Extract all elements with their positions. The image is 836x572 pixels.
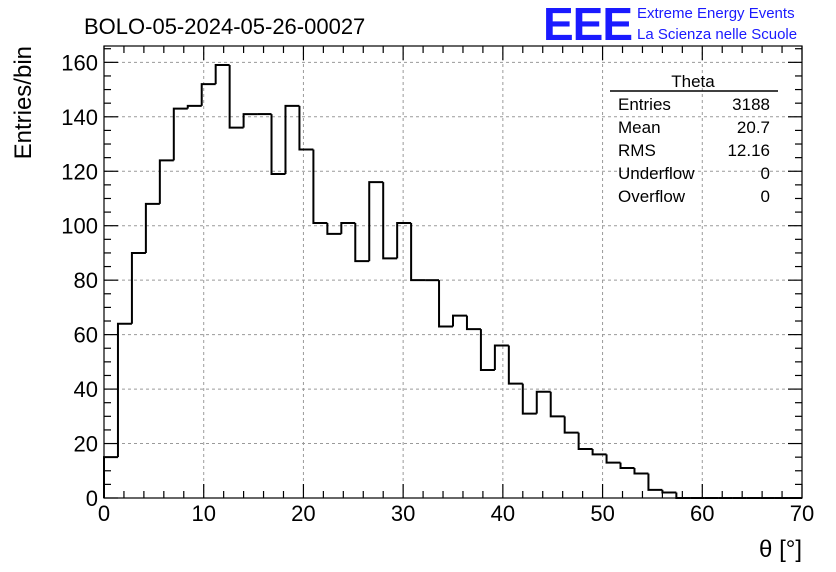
histogram-bin-13 xyxy=(284,104,300,174)
histogram-bin-27 xyxy=(479,329,495,372)
x-tick-label-20: 20 xyxy=(291,501,315,526)
y-tick-label-20: 20 xyxy=(74,432,98,457)
stats-title: Theta xyxy=(671,72,715,91)
stats-value-mean: 20.7 xyxy=(737,118,770,137)
histogram-bin-18 xyxy=(354,222,370,263)
stats-box: Theta Entries 3188 Mean 20.7 RMS 12.16 U… xyxy=(610,72,778,206)
x-tick-label-60: 60 xyxy=(690,501,714,526)
histogram-bin-26 xyxy=(465,315,481,331)
stats-label-rms: RMS xyxy=(618,141,656,160)
histogram-bin-28 xyxy=(493,344,509,371)
tick-labels: 0 10 20 30 40 50 60 70 0 20 40 60 80 100 120 140 160 xyxy=(61,50,814,526)
histogram-bin-30 xyxy=(521,383,537,415)
y-tick-label-80: 80 xyxy=(74,268,98,293)
stats-value-rms: 12.16 xyxy=(727,141,770,160)
x-tick-label-40: 40 xyxy=(491,501,515,526)
histogram-bin-38 xyxy=(633,468,649,475)
stats-label-entries: Entries xyxy=(618,95,671,114)
histogram-bin-17 xyxy=(340,221,356,234)
stats-value-entries: 3188 xyxy=(732,95,770,114)
histogram-bin-37 xyxy=(619,462,635,470)
histogram-bins xyxy=(103,64,802,499)
histogram-bin-15 xyxy=(312,149,328,224)
histogram-bin-25 xyxy=(452,314,467,327)
histogram-bin-3 xyxy=(144,202,160,253)
y-tick-label-40: 40 xyxy=(74,377,98,402)
histogram-bin-6 xyxy=(186,104,202,109)
eee-logo: EEE Extreme Energy Events La Scienza nel… xyxy=(543,0,797,50)
y-axis-label: Entries/bin xyxy=(10,46,37,159)
histogram-bin-33 xyxy=(563,416,579,434)
y-tick-label-0: 0 xyxy=(86,486,98,511)
eee-logo-line1: Extreme Energy Events xyxy=(637,5,795,22)
histogram-bin-29 xyxy=(507,345,523,385)
histogram-bin-41 xyxy=(675,492,691,499)
chart-title: BOLO-05-2024-05-26-00027 xyxy=(84,14,365,39)
histogram-bin-39 xyxy=(647,473,663,491)
histogram-bin-34 xyxy=(577,432,593,450)
histogram-bin-7 xyxy=(200,83,216,106)
histogram-bin-40 xyxy=(661,489,677,494)
eee-logo-letters: EEE xyxy=(543,0,632,50)
stats-label-overflow: Overflow xyxy=(618,187,686,206)
histogram-bin-10 xyxy=(242,113,258,128)
x-axis-label: θ [°] xyxy=(759,536,802,563)
stats-value-overflow: 0 xyxy=(761,187,770,206)
stats-value-underflow: 0 xyxy=(761,164,770,183)
plot-frame xyxy=(103,45,803,499)
y-tick-label-140: 140 xyxy=(61,105,98,130)
histogram-bin-24 xyxy=(438,280,453,328)
axis-ticks xyxy=(103,46,803,499)
histogram-bin-19 xyxy=(368,181,384,262)
eee-logo-line2: La Scienza nelle Scuole xyxy=(637,26,797,43)
histogram-bin-14 xyxy=(298,105,314,151)
histogram-bin-8 xyxy=(214,64,230,85)
histogram-bin-21 xyxy=(396,221,412,259)
stats-label-underflow: Underflow xyxy=(618,164,695,183)
histogram-bin-0 xyxy=(103,456,118,498)
x-tick-label-30: 30 xyxy=(391,501,415,526)
y-tick-label-60: 60 xyxy=(74,323,98,348)
grid xyxy=(104,46,802,498)
x-tick-label-0: 0 xyxy=(98,501,110,526)
histogram-bin-5 xyxy=(172,107,188,161)
x-tick-label-50: 50 xyxy=(590,501,614,526)
y-tick-label-160: 160 xyxy=(61,50,98,75)
histogram-bin-35 xyxy=(591,448,607,456)
histogram-bin-4 xyxy=(158,159,174,204)
histogram-bin-20 xyxy=(382,182,398,260)
histogram-bin-9 xyxy=(228,65,244,129)
histogram-bin-31 xyxy=(535,390,551,414)
histogram-bin-32 xyxy=(549,391,565,418)
histogram-bin-1 xyxy=(116,322,132,458)
histogram-bin-12 xyxy=(270,114,286,175)
x-tick-label-70: 70 xyxy=(790,501,814,526)
stats-label-mean: Mean xyxy=(618,118,661,137)
histogram-bin-22 xyxy=(410,222,426,282)
histogram-bin-36 xyxy=(605,454,621,464)
y-tick-label-120: 120 xyxy=(61,159,98,184)
y-tick-label-100: 100 xyxy=(61,214,98,239)
x-tick-label-10: 10 xyxy=(191,501,215,526)
histogram-bin-2 xyxy=(130,251,146,324)
histogram-bin-16 xyxy=(326,222,342,235)
